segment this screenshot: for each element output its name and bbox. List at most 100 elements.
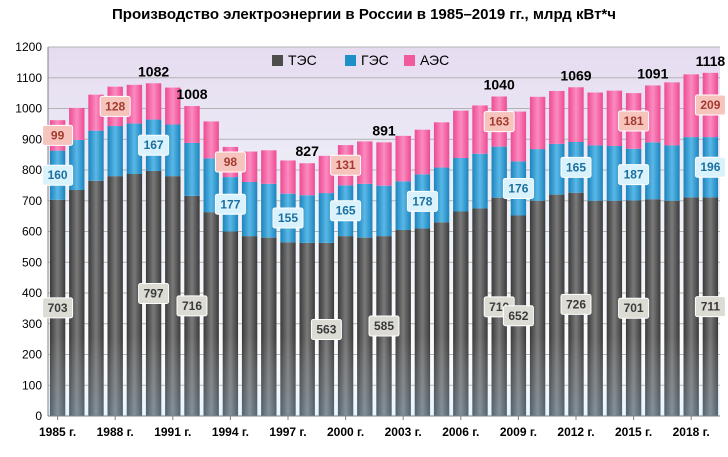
x-tick-label: 2006 г. <box>442 425 479 439</box>
legend-swatch <box>345 55 356 66</box>
data-label: 177 <box>220 197 240 211</box>
data-label-box <box>502 177 534 199</box>
y-tick-label: 800 <box>22 163 42 177</box>
y-tick-label: 100 <box>22 378 42 392</box>
bar-ges <box>184 142 200 196</box>
y-tick-label: 1200 <box>15 40 42 54</box>
legend-swatch <box>404 55 415 66</box>
data-label: 187 <box>624 168 644 182</box>
total-label: 1008 <box>176 86 207 102</box>
data-label: 128 <box>105 99 125 113</box>
total-label: 1069 <box>560 67 591 83</box>
bar-aes <box>184 106 200 143</box>
bar-ges <box>376 185 392 237</box>
total-label: 1118 <box>696 53 726 69</box>
y-tick-label: 1000 <box>15 102 42 116</box>
x-tick-label: 1994 г. <box>212 425 249 439</box>
total-label: 1040 <box>484 77 515 93</box>
data-label: 716 <box>182 299 202 313</box>
data-label: 652 <box>508 309 528 323</box>
x-tick-label: 2000 г. <box>327 425 364 439</box>
data-label: 585 <box>374 319 394 333</box>
baseline-glow <box>48 336 720 416</box>
data-label: 703 <box>48 301 68 315</box>
data-label-box <box>694 94 726 116</box>
data-label-box <box>42 164 74 186</box>
bar-ges <box>88 130 104 181</box>
data-label-box <box>560 293 592 315</box>
x-tick-label: 1988 г. <box>97 425 134 439</box>
x-tick-label: 1991 г. <box>154 425 191 439</box>
y-tick-label: 600 <box>22 225 42 239</box>
legend-label: ГЭС <box>361 52 389 68</box>
x-tick-label: 2003 г. <box>385 425 422 439</box>
bar-ges <box>357 183 373 238</box>
bar-ges <box>606 146 623 201</box>
bar-aes <box>606 90 623 147</box>
total-label: 1091 <box>637 65 668 81</box>
x-tick-label: 2018 г. <box>673 425 710 439</box>
data-label: 155 <box>278 211 298 225</box>
bar-aes <box>529 96 546 150</box>
data-label: 563 <box>316 322 336 336</box>
total-label: 891 <box>372 122 396 138</box>
bar-aes <box>395 135 411 182</box>
x-tick-label: 1997 г. <box>269 425 306 439</box>
bar-aes <box>165 87 181 125</box>
data-label-box <box>483 111 515 133</box>
x-tick-label: 2012 г. <box>557 425 594 439</box>
data-label: 99 <box>51 128 65 142</box>
bar-aes <box>664 82 680 146</box>
bar-aes <box>145 83 162 120</box>
data-label-box <box>694 296 726 318</box>
bar-ges <box>126 123 143 174</box>
data-label: 165 <box>336 204 356 218</box>
data-label: 181 <box>624 114 644 128</box>
data-label-box <box>310 318 342 340</box>
bar-ges <box>664 145 680 201</box>
bar-ges <box>549 143 565 195</box>
data-label-box <box>560 156 592 178</box>
data-label-box <box>214 193 246 215</box>
bar-aes <box>280 160 296 194</box>
legend-label: ТЭС <box>288 52 317 68</box>
y-tick-label: 400 <box>22 286 42 300</box>
y-tick-label: 700 <box>22 194 42 208</box>
bar-ges <box>683 137 699 198</box>
data-label-box <box>618 164 650 186</box>
legend-swatch <box>272 55 283 66</box>
bar-aes <box>203 121 219 159</box>
data-label: 98 <box>224 155 238 169</box>
data-label: 178 <box>412 194 432 208</box>
chart-title: Производство электроэнергии в России в 1… <box>112 6 616 23</box>
data-label-box <box>99 95 131 117</box>
x-tick-label: 1985 г. <box>39 425 76 439</box>
data-label-box <box>214 151 246 173</box>
bar-aes <box>299 163 315 196</box>
bar-ges <box>299 195 315 243</box>
data-label-box <box>138 282 170 304</box>
y-tick-label: 900 <box>22 132 42 146</box>
data-label-box <box>406 190 438 212</box>
y-tick-label: 200 <box>22 348 42 362</box>
data-label-box <box>330 200 362 222</box>
data-label-box <box>368 315 400 337</box>
data-label-box <box>330 154 362 176</box>
bar-ges <box>453 158 469 212</box>
y-tick-label: 500 <box>22 255 42 269</box>
data-label-box <box>42 124 74 146</box>
data-label: 131 <box>336 158 356 172</box>
data-label: 726 <box>566 297 586 311</box>
y-tick-label: 0 <box>35 409 42 423</box>
bar-ges <box>107 126 123 177</box>
bar-ges <box>645 142 661 200</box>
data-label-box <box>618 297 650 319</box>
data-label-box <box>272 207 304 229</box>
legend-label: АЭС <box>420 52 449 68</box>
data-label: 797 <box>144 286 164 300</box>
data-label: 209 <box>700 98 720 112</box>
data-label-box <box>694 156 726 178</box>
bar-aes <box>453 110 469 159</box>
data-label: 176 <box>508 181 528 195</box>
